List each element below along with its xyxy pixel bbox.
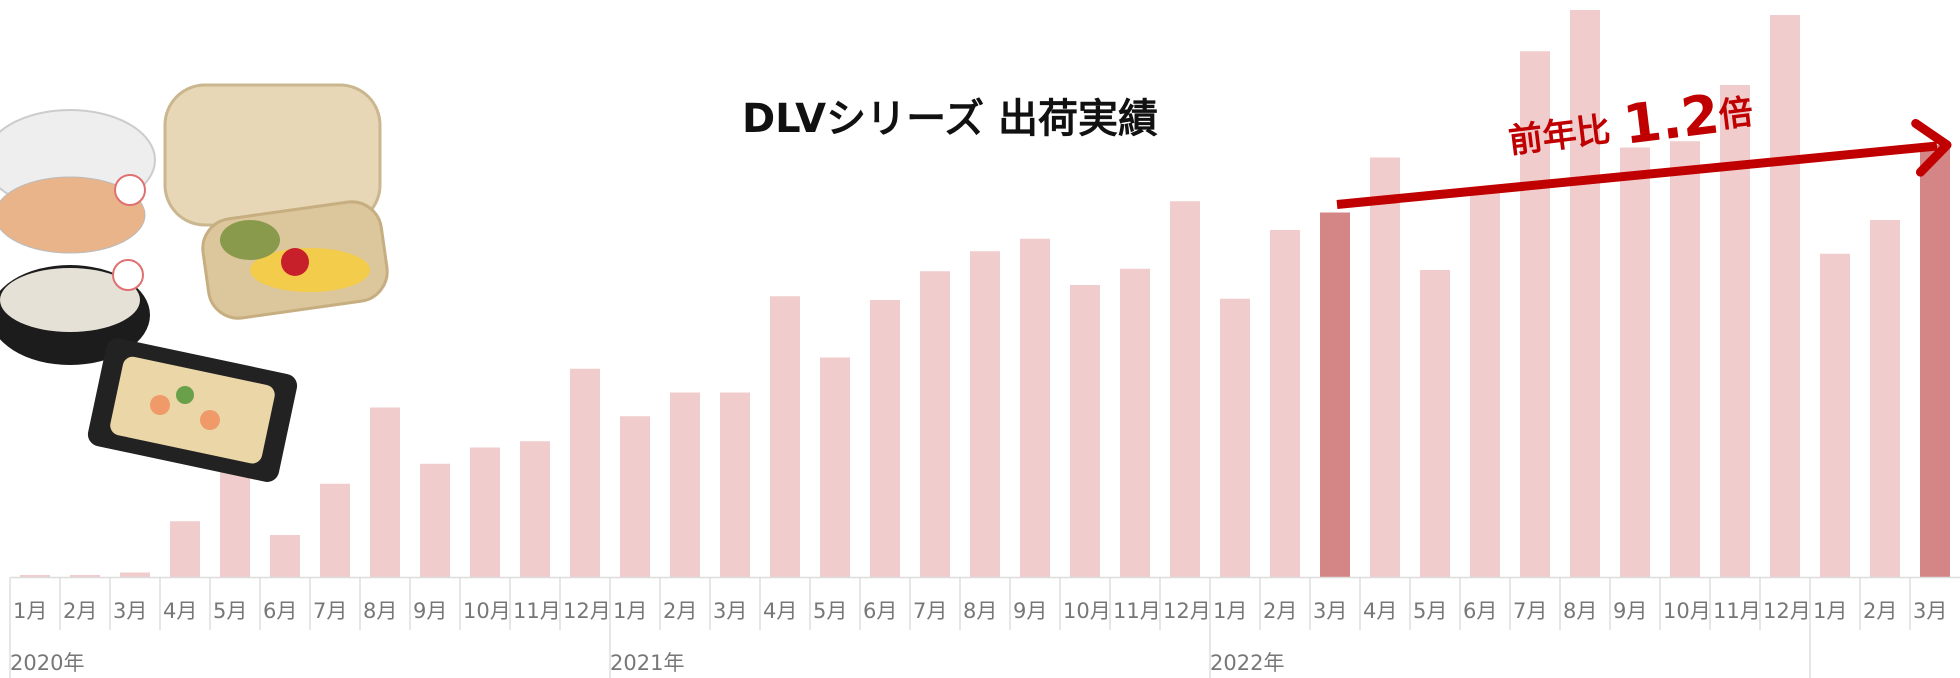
x-tick-label: 12月: [1763, 599, 1811, 623]
bar: [1220, 299, 1250, 578]
year-label: 2021年: [610, 651, 684, 675]
bar: [1070, 285, 1100, 578]
x-tick-label: 8月: [1563, 599, 1597, 623]
bar: [1670, 141, 1700, 577]
container-food: [200, 410, 220, 430]
annotation-value: 1.2: [1620, 82, 1723, 156]
x-tick-label: 8月: [963, 599, 997, 623]
x-tick-label: 4月: [163, 599, 197, 623]
x-tick-label: 3月: [1913, 599, 1947, 623]
bar: [1270, 230, 1300, 578]
year-label: 2022年: [1210, 651, 1284, 675]
x-tick-label: 5月: [213, 599, 247, 623]
container-food: [176, 386, 194, 404]
bar: [570, 369, 600, 578]
bar: [870, 300, 900, 578]
x-tick-label: 4月: [763, 599, 797, 623]
x-tick-label: 1月: [13, 599, 47, 623]
bar: [1920, 145, 1950, 578]
x-tick-label: 10月: [1063, 599, 1111, 623]
bar: [770, 296, 800, 577]
bar: [170, 521, 200, 577]
bar: [270, 535, 300, 578]
bar: [420, 464, 450, 578]
tray-food: [220, 220, 280, 260]
bar: [670, 393, 700, 578]
bar: [1320, 213, 1350, 578]
bar: [220, 463, 250, 578]
annotation-suffix: 倍: [1717, 92, 1756, 136]
product-images: [0, 85, 391, 484]
x-tick-label: 8月: [363, 599, 397, 623]
bar: [1020, 239, 1050, 578]
bar: [1120, 269, 1150, 578]
bar: [1870, 220, 1900, 578]
x-tick-label: 1月: [1813, 599, 1847, 623]
bar: [970, 251, 1000, 577]
x-tick-label: 1月: [613, 599, 647, 623]
chart-title: DLVシリーズ 出荷実績: [742, 96, 1158, 142]
bar: [1370, 158, 1400, 578]
bar: [1820, 254, 1850, 578]
x-tick-label: 5月: [813, 599, 847, 623]
bar: [1770, 15, 1800, 578]
x-tick-label: 3月: [1313, 599, 1347, 623]
x-tick-label: 10月: [463, 599, 511, 623]
bar: [1570, 10, 1600, 578]
bar: [470, 448, 500, 578]
x-tick-label: 11月: [1713, 599, 1761, 623]
container-food: [150, 395, 170, 415]
x-tick-label: 9月: [1013, 599, 1047, 623]
year-label: 2020年: [10, 651, 84, 675]
bar: [1720, 85, 1750, 578]
bowl-tag: [113, 260, 143, 290]
x-tick-label: 10月: [1663, 599, 1711, 623]
x-tick-label: 7月: [313, 599, 347, 623]
bar: [320, 484, 350, 578]
x-tick-label: 6月: [863, 599, 897, 623]
x-tick-label: 3月: [713, 599, 747, 623]
x-tick-label: 11月: [1113, 599, 1161, 623]
tray-food: [281, 248, 309, 276]
x-tick-label: 2月: [663, 599, 697, 623]
x-tick-label: 2月: [1863, 599, 1897, 623]
bar: [1420, 270, 1450, 578]
bowl-tag: [115, 175, 145, 205]
x-tick-label: 5月: [1413, 599, 1447, 623]
bar: [1620, 148, 1650, 578]
x-tick-label: 9月: [413, 599, 447, 623]
x-tick-label: 6月: [263, 599, 297, 623]
bar: [370, 408, 400, 578]
x-tick-label: 9月: [1613, 599, 1647, 623]
bar: [720, 393, 750, 578]
x-tick-label: 12月: [563, 599, 611, 623]
bar: [520, 441, 550, 577]
bar: [1170, 201, 1200, 577]
x-tick-label: 7月: [913, 599, 947, 623]
bar: [620, 416, 650, 577]
x-tick-label: 6月: [1463, 599, 1497, 623]
x-tick-label: 12月: [1163, 599, 1211, 623]
bar: [1470, 188, 1500, 578]
x-tick-label: 2月: [63, 599, 97, 623]
x-tick-label: 11月: [513, 599, 561, 623]
x-tick-label: 3月: [113, 599, 147, 623]
x-tick-label: 2月: [1263, 599, 1297, 623]
bar: [820, 358, 850, 578]
bar: [920, 271, 950, 577]
x-tick-label: 4月: [1363, 599, 1397, 623]
chart: DLVシリーズ 出荷実績 前年比1.2倍 1月2月3月4月5月6月7月8月9月1…: [0, 0, 1960, 678]
x-tick-label: 1月: [1213, 599, 1247, 623]
x-tick-label: 7月: [1513, 599, 1547, 623]
